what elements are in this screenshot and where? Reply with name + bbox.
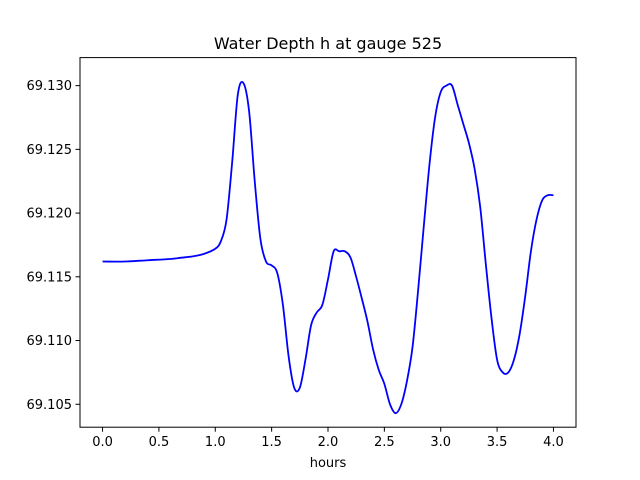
x-axis: 0.0 0.5 1.0 1.5 2.0 2.5 3.0 3.5 4.0 [92,427,564,450]
y-tick-label: 69.110 [27,334,73,349]
y-tick-label: 69.120 [27,207,73,222]
x-tick-label: 0.5 [149,435,170,450]
plot-area [102,80,554,415]
y-tick-label: 69.115 [27,270,73,285]
y-tick-label: 69.125 [27,143,73,158]
chart-title: Water Depth h at gauge 525 [214,34,442,53]
x-tick-label: 4.0 [543,435,564,450]
y-tick-label: 69.130 [27,79,73,94]
x-tick-label: 1.5 [261,435,282,450]
x-axis-label: hours [310,456,347,471]
x-tick-label: 3.5 [487,435,508,450]
x-tick-label: 0.0 [92,435,113,450]
x-tick-label: 2.5 [374,435,395,450]
x-tick-label: 3.0 [430,435,451,450]
series-line-0 [102,80,554,415]
x-tick-label: 2.0 [318,435,339,450]
y-tick-label: 69.105 [27,398,73,413]
y-axis: 69.105 69.110 69.115 69.120 69.125 69.130 [27,79,80,413]
x-tick-label: 1.0 [205,435,226,450]
